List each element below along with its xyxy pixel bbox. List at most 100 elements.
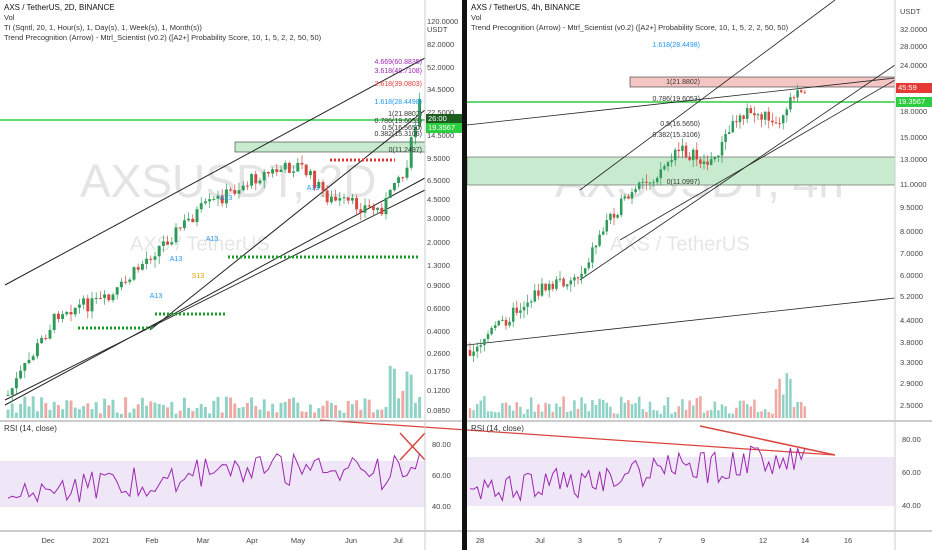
fib-label: 2.618(39.0803)	[375, 81, 422, 88]
volume-bar	[781, 394, 785, 418]
volume-bar	[598, 398, 601, 418]
candle	[250, 174, 254, 186]
volume-bar	[735, 407, 738, 418]
candle	[128, 279, 132, 282]
candle	[321, 181, 325, 191]
volume-bar	[380, 409, 384, 418]
volume-bar	[119, 413, 123, 418]
price-label: 0.4000	[427, 327, 450, 336]
volume-bar	[103, 398, 107, 418]
fib-label: 0(11.2497)	[389, 147, 422, 154]
volume-bar	[619, 396, 623, 418]
candle	[14, 378, 18, 389]
volume-bar	[652, 409, 655, 418]
cross	[399, 432, 426, 461]
volume-bar	[760, 411, 763, 418]
volume-bar	[401, 390, 405, 418]
volume-bar	[713, 401, 717, 418]
volume-bar	[724, 406, 727, 418]
rsi-line	[7, 452, 421, 503]
volume-bar	[376, 409, 380, 418]
candle	[166, 241, 170, 245]
volume-bar	[645, 411, 648, 418]
candle	[212, 198, 216, 200]
volume-bar	[254, 406, 258, 418]
volume-bar	[61, 409, 65, 418]
volume-bar	[573, 400, 576, 418]
volume-bar	[634, 402, 637, 418]
candle	[6, 394, 10, 396]
time-label: 14	[801, 536, 809, 545]
volume-bar	[178, 410, 182, 418]
candle	[325, 190, 329, 203]
price-label: 2.5000	[900, 401, 923, 410]
price-label: 3.0000	[427, 214, 450, 223]
volume-bar	[94, 402, 98, 418]
candle	[753, 113, 756, 116]
candle	[304, 164, 308, 176]
volume-bar	[166, 407, 170, 418]
candle	[149, 258, 153, 260]
candle	[334, 196, 338, 201]
volume-bar	[742, 400, 745, 418]
watermark-sub: AXS / TetherUS	[130, 233, 270, 255]
fib-label: 4.669(60.8835)	[375, 59, 422, 66]
rsi-band	[0, 461, 425, 507]
candle	[313, 170, 317, 189]
volume-bar	[287, 398, 291, 418]
candle	[468, 350, 472, 356]
volume-bar	[691, 405, 695, 418]
volume-bar	[526, 409, 529, 418]
volume-bar	[591, 400, 594, 418]
volume-bar	[799, 402, 803, 418]
candle	[187, 218, 191, 221]
candle	[785, 109, 789, 116]
volume-bar	[73, 407, 77, 418]
fib-label: 0.382(15.3106)	[375, 131, 422, 138]
candle	[486, 334, 490, 339]
candle	[52, 313, 56, 330]
candle	[555, 279, 558, 289]
fib-label: 1(21.8802)	[388, 111, 422, 118]
volume-bar	[659, 413, 663, 418]
candle	[388, 190, 392, 198]
signal-marker: A13	[220, 195, 233, 202]
candle	[623, 196, 627, 199]
volume-bar	[486, 411, 490, 418]
candle	[735, 121, 738, 123]
candle	[359, 209, 363, 213]
candle	[619, 198, 623, 215]
fib-label: 0.5(16.5650)	[382, 125, 422, 132]
volume-bar	[648, 401, 652, 418]
volume-bar	[673, 411, 677, 418]
candle	[317, 181, 321, 189]
price-label: 82.0000	[427, 40, 454, 49]
candle	[562, 278, 565, 287]
header-text: Trend Precognition (Arrow) - Mtrl_Scient…	[4, 33, 322, 42]
candle	[384, 197, 388, 215]
candle	[565, 284, 569, 287]
candle	[479, 345, 483, 347]
fib-label: 0.786(19.6053)	[375, 118, 422, 125]
time-label: Mar	[197, 536, 210, 545]
candle	[580, 273, 583, 279]
volume-bar	[161, 404, 165, 418]
rsi-title: RSI (14, close)	[4, 424, 57, 433]
candle	[195, 209, 199, 222]
volume-bar	[796, 401, 799, 418]
volume-bar	[258, 409, 262, 418]
candle	[684, 145, 688, 158]
volume-bar	[245, 403, 249, 418]
candle	[103, 294, 107, 299]
signal-marker: A13	[150, 293, 163, 300]
fib-label: 1.618(28.4498)	[375, 99, 422, 106]
volume-bar	[82, 406, 86, 418]
volume-bar	[475, 403, 479, 418]
candle	[216, 195, 220, 199]
candle	[287, 162, 291, 173]
volume-bar	[472, 410, 475, 418]
candle	[115, 287, 119, 295]
divergence	[699, 425, 836, 456]
volume-bar	[774, 389, 778, 418]
